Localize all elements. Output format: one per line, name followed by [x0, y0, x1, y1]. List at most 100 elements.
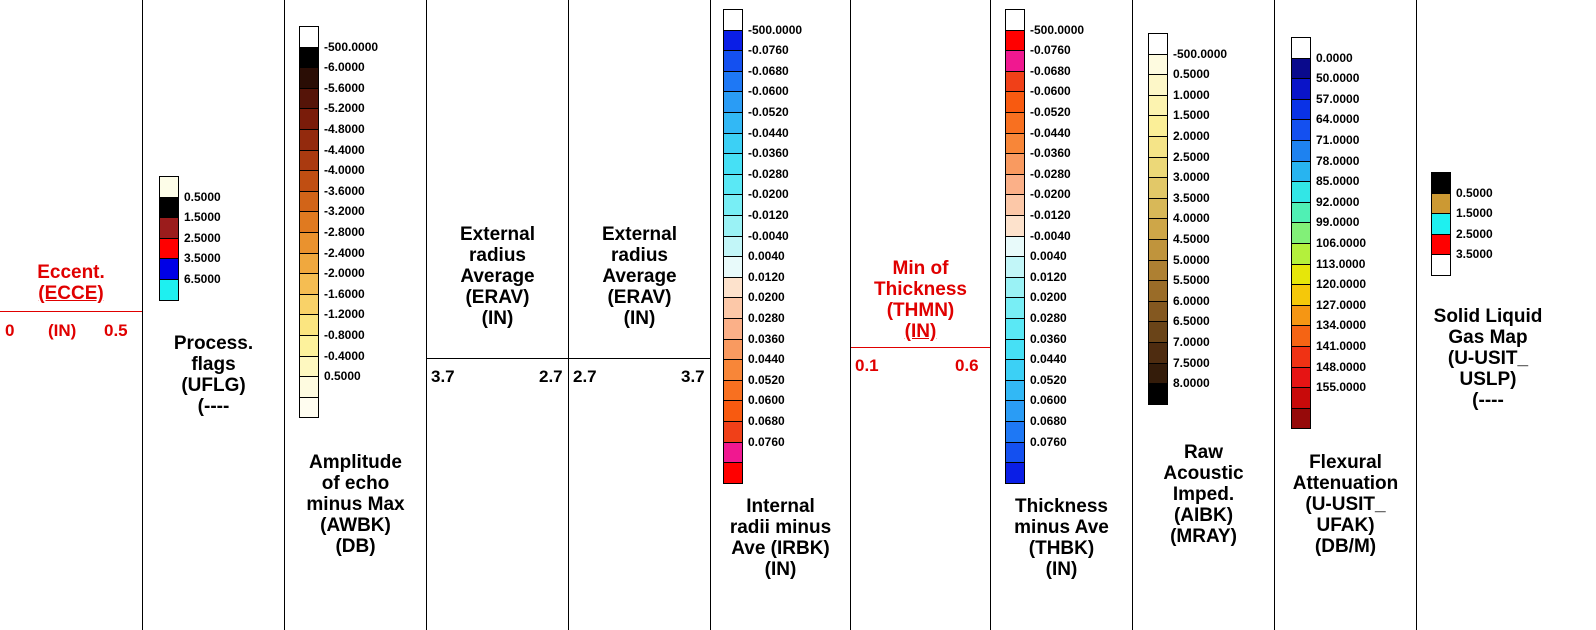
title-line: (IN) — [904, 321, 937, 342]
scale-left: 3.7 — [431, 367, 455, 386]
legend-swatch — [1291, 243, 1311, 265]
legend-label: 3.5000 — [1173, 190, 1210, 205]
legend-label: 0.0520 — [1030, 372, 1067, 387]
legend-label: 71.0000 — [1316, 133, 1360, 147]
legend-label: -5.2000 — [324, 101, 365, 116]
legend-label: -0.0120 — [1030, 208, 1071, 222]
legend-label: 0.0280 — [748, 311, 785, 325]
title-line: (MRAY) — [1170, 526, 1237, 547]
legend-swatch — [1005, 379, 1025, 402]
legend-label: -0.0200 — [1030, 187, 1071, 202]
legend-label: 7.0000 — [1173, 335, 1210, 349]
legend-swatch — [1005, 421, 1025, 443]
title-line: External — [602, 224, 677, 245]
legend-swatch — [723, 338, 743, 361]
legend-label: 127.0000 — [1316, 297, 1367, 312]
legend-label: -0.0760 — [1030, 43, 1071, 58]
title-line: (IN) — [623, 308, 656, 329]
title-line: UFAK) — [1316, 515, 1375, 536]
title-line: USLP) — [1459, 369, 1517, 390]
legend-swatch — [299, 252, 319, 275]
legend-swatch — [1005, 194, 1025, 216]
title-line: (ERAV) — [465, 287, 530, 308]
title-line: Average — [602, 266, 677, 287]
legend-swatch — [1291, 407, 1311, 430]
title-line: Raw — [1183, 442, 1224, 463]
legend-label: -0.0760 — [748, 43, 789, 58]
legend-label: -3.6000 — [324, 183, 365, 198]
legend-swatch — [1148, 115, 1168, 137]
title-line: (---- — [197, 396, 230, 417]
title-line: Solid Liquid — [1433, 306, 1543, 327]
legend-swatch — [723, 400, 743, 422]
track-title: External radius Average (ERAV) (IN) — [569, 224, 710, 329]
legend-swatch — [1005, 256, 1025, 278]
legend-swatch — [299, 273, 319, 295]
track-title: External radius Average (ERAV) (IN) — [427, 224, 568, 329]
legend-label: 0.5000 — [324, 369, 361, 384]
legend-label: 3.5000 — [1456, 247, 1493, 262]
legend-swatch — [723, 318, 743, 340]
legend-label: 78.0000 — [1316, 153, 1360, 168]
track-title: Solid Liquid Gas Map (U-USIT_ USLP) (---… — [1417, 306, 1559, 411]
scale-right: 2.7 — [539, 367, 563, 386]
legend-label: -0.0280 — [1030, 166, 1071, 181]
legend-swatch — [299, 376, 319, 398]
legend-swatch — [723, 91, 743, 113]
legend-swatch — [723, 112, 743, 134]
scale-line — [851, 347, 990, 348]
legend-label: 6.0000 — [1173, 293, 1210, 308]
legend-label: 1.5000 — [1173, 108, 1210, 123]
legend-label: -1.2000 — [324, 307, 365, 322]
track-thmn: Min of Thickness (THMN) (IN) 0.1 0.6 — [850, 0, 990, 630]
legend-label: 4.5000 — [1173, 232, 1210, 246]
legend-swatch — [299, 108, 319, 130]
legend-label: 64.0000 — [1316, 112, 1360, 127]
legend-label: 0.5000 — [184, 189, 221, 204]
legend-swatch — [1148, 362, 1168, 385]
legend-swatch — [723, 9, 743, 31]
legend-label: 7.5000 — [1173, 355, 1210, 370]
legend-label: 4.0000 — [1173, 211, 1210, 226]
legend-swatch — [1005, 112, 1025, 134]
legend-swatch — [1291, 37, 1311, 59]
title-line: (THMN) — [886, 300, 955, 321]
legend-label: 2.5000 — [184, 230, 221, 245]
legend-label: -500.0000 — [748, 22, 803, 37]
legend-swatch — [1431, 213, 1451, 235]
legend-label: 1.5000 — [184, 210, 221, 225]
legend-swatch — [159, 217, 179, 239]
legend-label: -4.8000 — [324, 122, 365, 136]
legend-label: 0.0120 — [1030, 269, 1067, 284]
legend-label: 120.0000 — [1316, 277, 1367, 292]
title-line: Acoustic — [1163, 463, 1244, 484]
title-line: radii minus — [729, 517, 832, 538]
legend-label: 0.0760 — [748, 434, 785, 449]
title-line: Imped. — [1172, 484, 1235, 505]
legend-label: -0.0280 — [748, 166, 789, 181]
track-thbk: -500.0000 -0.0760 -0.0680 -0.0600 -0.0520 -0.… — [990, 0, 1132, 630]
legend-swatch — [1148, 239, 1168, 261]
legend-swatch — [1291, 140, 1311, 162]
legend-swatch — [1005, 359, 1025, 381]
track-title: Min of Thickness (THMN) (IN) — [851, 258, 990, 342]
title-line: (ECCE) — [38, 283, 104, 304]
legend-label: 148.0000 — [1316, 359, 1367, 374]
scale-left: 2.7 — [573, 367, 597, 386]
legend-label: 113.0000 — [1316, 256, 1366, 271]
legend-label: 0.5000 — [1456, 185, 1493, 200]
legend-swatch — [1291, 325, 1311, 347]
legend-label: 141.0000 — [1316, 339, 1367, 353]
legend-label: 1.0000 — [1173, 87, 1210, 102]
legend-label: -0.8000 — [324, 328, 365, 342]
legend-label: -0.0200 — [748, 187, 789, 202]
legend-label: -2.0000 — [324, 266, 365, 281]
legend-label: 0.0120 — [748, 269, 785, 284]
legend-label: 0.0040 — [748, 249, 785, 264]
legend-label: 3.5000 — [184, 251, 221, 266]
legend-swatch — [299, 211, 319, 233]
legend-label: -6.0000 — [324, 60, 365, 75]
legend-label: -0.0360 — [748, 146, 789, 161]
legend-label: -500.0000 — [1173, 46, 1228, 61]
